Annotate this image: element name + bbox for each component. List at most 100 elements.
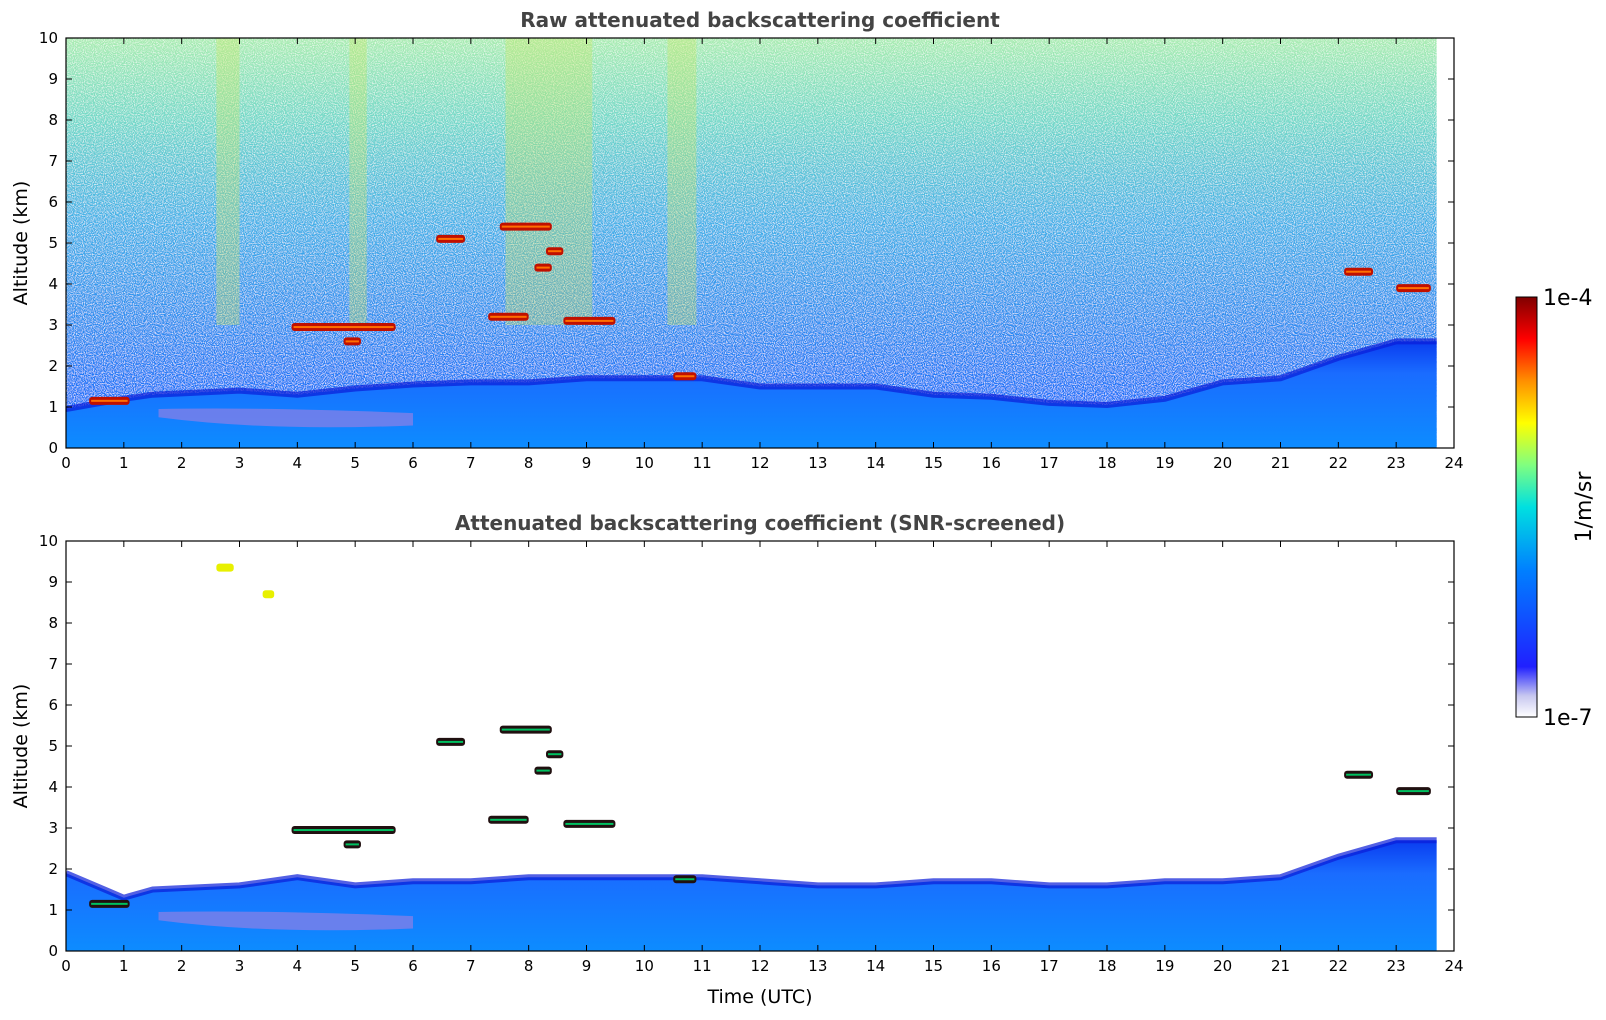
raw-boundary-layer-edge [66, 338, 1437, 413]
raw-x-tick-label: 24 [1444, 454, 1463, 472]
raw-cloud-core [536, 266, 550, 269]
screened-cloud-core [536, 769, 550, 772]
raw-x-tick-label: 23 [1387, 454, 1406, 472]
screened-x-tick-label: 19 [1155, 957, 1174, 975]
raw-y-tick-label: 5 [48, 234, 58, 252]
screened-x-tick-label: 16 [982, 957, 1001, 975]
raw-x-tick-label: 1 [119, 454, 129, 472]
raw-x-tick-label: 2 [177, 454, 187, 472]
raw-noisy-sky [66, 38, 1437, 448]
raw-streak [505, 38, 552, 325]
raw-x-tick-label: 8 [524, 454, 534, 472]
screened-cloud-core [345, 843, 359, 846]
raw-x-tick-label: 20 [1213, 454, 1232, 472]
raw-streak [349, 38, 367, 325]
raw-y-tick-label: 4 [48, 275, 58, 293]
colorbar-unit-label: 1/m/sr [1572, 471, 1597, 543]
raw-y-tick-label: 10 [39, 29, 58, 47]
raw-cloud-core [548, 250, 562, 253]
raw-y-tick-label: 3 [48, 316, 58, 334]
raw-cloud-core [565, 319, 614, 322]
screened-x-tick-label: 15 [924, 957, 943, 975]
raw-y-tick-label: 9 [48, 70, 58, 88]
screened-x-tick-label: 18 [1097, 957, 1116, 975]
screened-y-tick-label: 9 [48, 573, 58, 591]
screened-x-tick-label: 5 [350, 957, 360, 975]
raw-x-tick-label: 13 [808, 454, 827, 472]
panel-raw-title: Raw attenuated backscattering coefficien… [520, 8, 1000, 32]
raw-cloud-core [438, 237, 464, 240]
raw-cloud-core [675, 375, 695, 378]
screened-cloud-core [565, 822, 614, 825]
screened-x-tick-label: 9 [582, 957, 592, 975]
screened-cloud-layer [216, 563, 234, 572]
screened-x-tick-label: 4 [293, 957, 303, 975]
screened-cloud-core [675, 878, 695, 881]
raw-x-tick-label: 4 [293, 454, 303, 472]
panel-screened-plot-area [66, 563, 1437, 951]
screened-x-tick-label: 6 [408, 957, 418, 975]
panel-screened-xlabel: Time (UTC) [706, 986, 812, 1008]
raw-y-tick-label: 0 [48, 439, 58, 457]
colorbar-max-label: 1e-4 [1543, 286, 1592, 311]
screened-y-tick-label: 2 [48, 860, 58, 878]
screened-y-tick-label: 10 [39, 532, 58, 550]
screened-x-tick-label: 13 [808, 957, 827, 975]
screened-cloud-core [293, 829, 394, 832]
raw-x-tick-label: 5 [350, 454, 360, 472]
screened-x-tick-label: 1 [119, 957, 129, 975]
raw-x-tick-label: 15 [924, 454, 943, 472]
screened-cloud-core [1398, 790, 1429, 793]
raw-x-tick-label: 22 [1329, 454, 1348, 472]
screened-cloud-core [438, 740, 464, 743]
colorbar-gradient [1515, 296, 1538, 718]
screened-y-tick-label: 4 [48, 778, 58, 796]
raw-y-tick-label: 7 [48, 152, 58, 170]
screened-x-tick-label: 17 [1040, 957, 1059, 975]
screened-x-tick-label: 0 [61, 957, 71, 975]
raw-cloud-core [1398, 287, 1429, 290]
raw-cloud-core [490, 315, 527, 318]
raw-x-tick-label: 11 [693, 454, 712, 472]
raw-x-tick-label: 10 [635, 454, 654, 472]
panel-raw-ylabel: Altitude (km) [10, 181, 32, 306]
screened-boundary-layer [66, 840, 1437, 951]
screened-x-tick-label: 11 [693, 957, 712, 975]
screened-x-tick-label: 22 [1329, 957, 1348, 975]
screened-y-tick-label: 3 [48, 819, 58, 837]
screened-y-tick-label: 7 [48, 655, 58, 673]
raw-cloud-core [293, 326, 394, 329]
screened-x-tick-label: 2 [177, 957, 187, 975]
raw-cloud-core [1346, 270, 1372, 273]
raw-x-tick-label: 12 [750, 454, 769, 472]
screened-residual-layer [158, 911, 413, 931]
raw-y-tick-label: 2 [48, 357, 58, 375]
screened-cloud-core [490, 818, 527, 821]
raw-x-tick-label: 3 [235, 454, 245, 472]
raw-cloud-core [501, 225, 550, 228]
raw-x-tick-label: 0 [61, 454, 71, 472]
raw-x-tick-label: 18 [1097, 454, 1116, 472]
screened-cloud-layer [262, 590, 275, 599]
panel-screened: Attenuated backscattering coefficient (S… [10, 511, 1464, 1008]
raw-x-tick-label: 21 [1271, 454, 1290, 472]
colorbar: 1e-4 1e-7 1/m/sr [1515, 286, 1597, 731]
raw-x-tick-label: 17 [1040, 454, 1059, 472]
screened-y-tick-label: 1 [48, 901, 58, 919]
screened-x-tick-label: 23 [1387, 957, 1406, 975]
screened-cloud-core [91, 902, 128, 905]
raw-cloud-core [91, 399, 128, 402]
screened-y-tick-label: 8 [48, 614, 58, 632]
panel-raw-axes: 0 1 2 3 4 5 6 7 8 9 10 11 12 13 14 15 16 17 18 19 20 21 22 23 24… [39, 29, 1464, 472]
screened-x-tick-label: 8 [524, 957, 534, 975]
raw-streak [216, 38, 240, 325]
panel-raw: Raw attenuated backscattering coefficien… [10, 8, 1464, 472]
panel-screened-axes: 0 1 2 3 4 5 6 7 8 9 10 11 12 13 14 15 16 17 18 19 20 21 22 23 24… [39, 532, 1464, 975]
screened-y-tick-label: 5 [48, 737, 58, 755]
raw-streak [551, 38, 593, 325]
screened-x-tick-label: 14 [866, 957, 885, 975]
raw-y-tick-label: 8 [48, 111, 58, 129]
raw-cloud-core [345, 340, 359, 343]
raw-x-tick-label: 9 [582, 454, 592, 472]
raw-x-tick-label: 7 [466, 454, 476, 472]
